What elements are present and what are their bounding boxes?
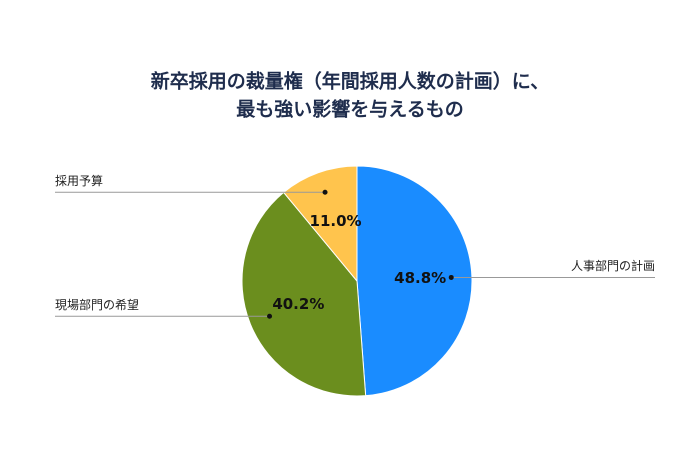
chart-title: 最も強い影響を与えるもの — [236, 98, 463, 121]
pie-slice — [241, 191, 367, 397]
chart-title: 新卒採用の裁量権（年間採用人数の計画）に、 — [151, 70, 549, 93]
value-label: 48.8% — [394, 269, 446, 287]
pie-slice — [282, 165, 358, 283]
value-label: 11.0% — [310, 212, 362, 230]
leader-dot — [267, 313, 273, 319]
category-label: 人事部門の計画 — [571, 258, 655, 273]
value-label: 40.2% — [272, 295, 324, 313]
category-label: 現場部門の希望 — [55, 297, 139, 312]
pie-slice — [356, 165, 473, 397]
leader-dot — [322, 189, 328, 195]
category-label: 採用予算 — [55, 173, 103, 188]
leader-dot — [448, 274, 454, 280]
